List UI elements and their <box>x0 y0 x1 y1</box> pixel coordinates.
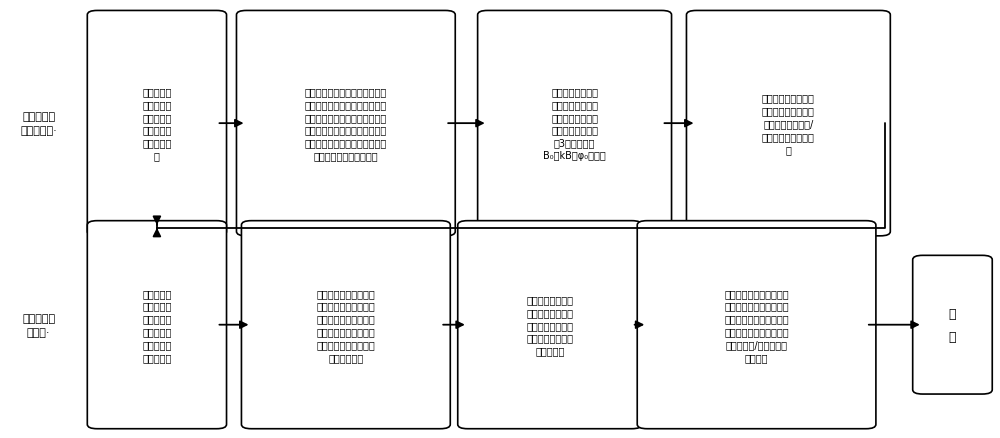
Text: 通过透射端光谱理
论模型对拟合样本
点进行最小二乘拟
合，得到变化后的
双折射系数: 通过透射端光谱理 论模型对拟合样本 点进行最小二乘拟 合，得到变化后的 双折射系… <box>526 294 573 356</box>
Text: 初始参数．
提取和预设·: 初始参数． 提取和预设· <box>20 112 57 136</box>
FancyBboxPatch shape <box>236 11 455 236</box>
Text: 选取设定相位的极值点作为特征
相位点，并进行归一化处理；归
一化后，计算特征相位点的平均
间距，并将相邻的极大值、极小
值的中点作为腰值点，以腰值点
的横坐标作: 选取设定相位的极值点作为特征 相位点，并进行归一化处理；归 一化后，计算特征相位… <box>305 87 387 161</box>
Text: 采集在初始
外界物理条
件下的干涉
光谱数据，
并进行预处
理: 采集在初始 外界物理条 件下的干涉 光谱数据， 并进行预处 理 <box>142 87 172 161</box>
Text: 结合拟合系数的初值
，计算在初始外界物
理条件下设定波长/
频率位置的双折射初
值: 结合拟合系数的初值 ，计算在初始外界物 理条件下设定波长/ 频率位置的双折射初 … <box>762 93 815 154</box>
Text: 曲线拟和．
及解调·: 曲线拟和． 及解调· <box>22 313 55 337</box>
FancyBboxPatch shape <box>686 11 890 236</box>
FancyBboxPatch shape <box>637 221 876 429</box>
FancyBboxPatch shape <box>87 221 227 429</box>
FancyBboxPatch shape <box>87 11 227 236</box>
Text: 寻找位于第一阈值区间
的极大值、极小值点，
并分别对位于第二阈值
区间的点进行局部归一
化，将归一化后的点作
为拟合样本点: 寻找位于第一阈值区间 的极大值、极小值点， 并分别对位于第二阈值 区间的点进行局… <box>316 288 375 362</box>
Text: 解
调: 解 调 <box>949 307 956 343</box>
FancyBboxPatch shape <box>241 221 450 429</box>
FancyBboxPatch shape <box>913 256 992 394</box>
Text: 通过预构建的透射
端光谱理论模型对
归一化后的特征相
位点进行拟合，获
取3个拟合系数
B₀、kB和φ₀的初值: 通过预构建的透射 端光谱理论模型对 归一化后的特征相 位点进行拟合，获 取3个拟… <box>543 87 606 161</box>
Text: 基于变化后的双折射系数
，结合双折射色散系数、
初相位的初值，计算在初
始外界物理条件发生变化
后设定波长/频率位置的
双折射值: 基于变化后的双折射系数 ，结合双折射色散系数、 初相位的初值，计算在初 始外界物… <box>724 288 789 362</box>
FancyBboxPatch shape <box>478 11 672 236</box>
Text: 采集在初始
外界物理条
件发生变化
后的干涉光
谱数据，并
进行预处理: 采集在初始 外界物理条 件发生变化 后的干涉光 谱数据，并 进行预处理 <box>142 288 172 362</box>
FancyBboxPatch shape <box>458 221 642 429</box>
